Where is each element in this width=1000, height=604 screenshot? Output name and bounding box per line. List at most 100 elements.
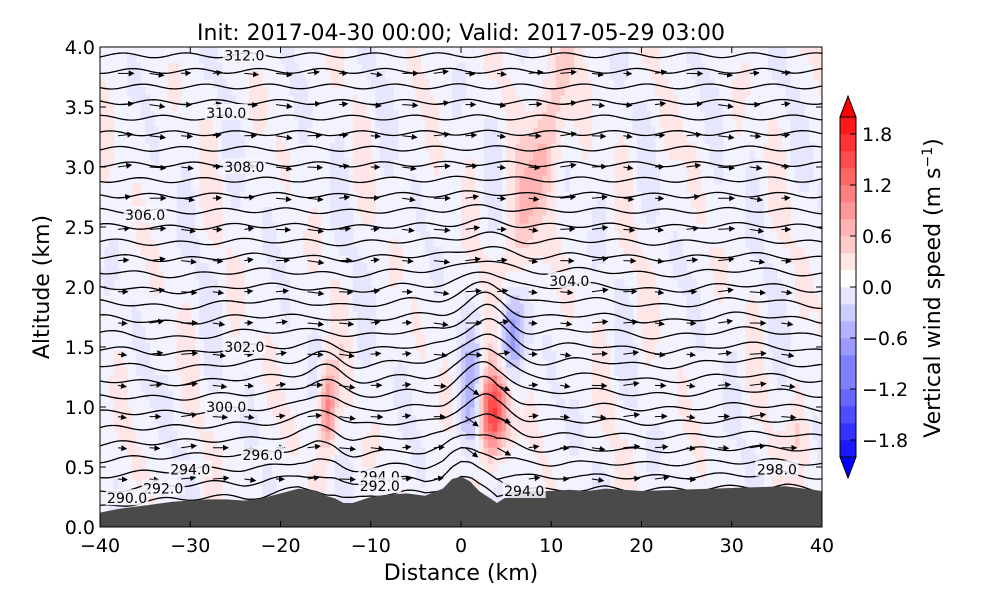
w-cell [479,439,484,448]
w-cell [601,327,606,336]
w-cell [754,207,759,216]
w-cell [587,247,592,256]
w-cell [217,63,222,72]
w-cell [371,455,376,464]
w-cell [750,407,755,416]
contour-label: 296.0 [242,448,282,464]
w-cell [642,311,647,320]
w-cell [145,127,150,136]
w-cell [781,287,786,296]
w-cell [330,191,335,200]
w-cell [741,111,746,120]
contour-label: 294.0 [170,462,210,478]
w-cell [696,423,701,432]
w-cell [484,319,489,328]
w-cell [605,367,610,376]
w-cell [326,415,331,424]
w-cell [429,151,434,160]
w-cell [475,311,480,320]
w-cell [506,335,511,344]
w-cell [497,375,502,384]
w-cell [745,463,750,472]
w-cell [520,199,525,208]
w-cell [569,447,574,456]
w-cell [642,103,647,112]
w-cell [213,231,218,240]
w-cell [190,223,195,232]
w-cell [691,167,696,176]
w-cell [687,167,692,176]
w-cell [177,207,182,216]
w-cell [628,367,633,376]
w-cell [786,215,791,224]
w-cell [664,119,669,128]
w-cell [213,327,218,336]
w-cell [357,55,362,64]
w-cell [515,191,520,200]
wind-vector [529,385,538,386]
w-cell [326,383,331,392]
w-cell [502,439,507,448]
w-cell [637,303,642,312]
w-cell [132,311,137,320]
w-cell [813,71,818,80]
w-cell [371,335,376,344]
w-cell [795,423,800,432]
w-cell [285,431,290,440]
w-cell [592,375,597,384]
w-cell [190,247,195,256]
y-tick-label: 2.0 [65,277,95,299]
w-cell [141,335,146,344]
w-cell [750,215,755,224]
w-cell [488,351,493,360]
w-cell [195,375,200,384]
w-cell [308,119,313,128]
w-cell [619,383,624,392]
x-tick-label: 40 [810,535,834,557]
w-cell [763,375,768,384]
w-cell [285,319,290,328]
w-cell [303,239,308,248]
w-cell [461,239,466,248]
w-cell [470,215,475,224]
w-cell [195,487,200,496]
w-cell [682,135,687,144]
w-cell [429,271,434,280]
w-cell [736,79,741,88]
w-cell [109,383,114,392]
w-cell [524,399,529,408]
w-cell [642,167,647,176]
w-cell [466,175,471,184]
w-cell [258,87,263,96]
w-cell [596,391,601,400]
w-cell [578,423,583,432]
w-cell [326,447,331,456]
w-cell [687,295,692,304]
w-cell [375,111,380,120]
w-cell [547,79,552,88]
w-cell [497,183,502,192]
w-cell [357,303,362,312]
w-cell [186,183,191,192]
w-cell [547,199,552,208]
w-cell [592,335,597,344]
w-cell [466,167,471,176]
w-cell [362,167,367,176]
w-cell [700,63,705,72]
w-cell [456,327,461,336]
w-cell [705,135,710,144]
w-cell [290,439,295,448]
w-cell [529,119,534,128]
w-cell [547,463,552,472]
w-cell [204,175,209,184]
w-cell [371,311,376,320]
w-cell [714,175,719,184]
w-cell [204,343,209,352]
w-cell [118,383,123,392]
w-cell [732,103,737,112]
w-cell [750,463,755,472]
w-cell [141,239,146,248]
w-cell [560,55,565,64]
w-cell [181,207,186,216]
w-cell [339,455,344,464]
